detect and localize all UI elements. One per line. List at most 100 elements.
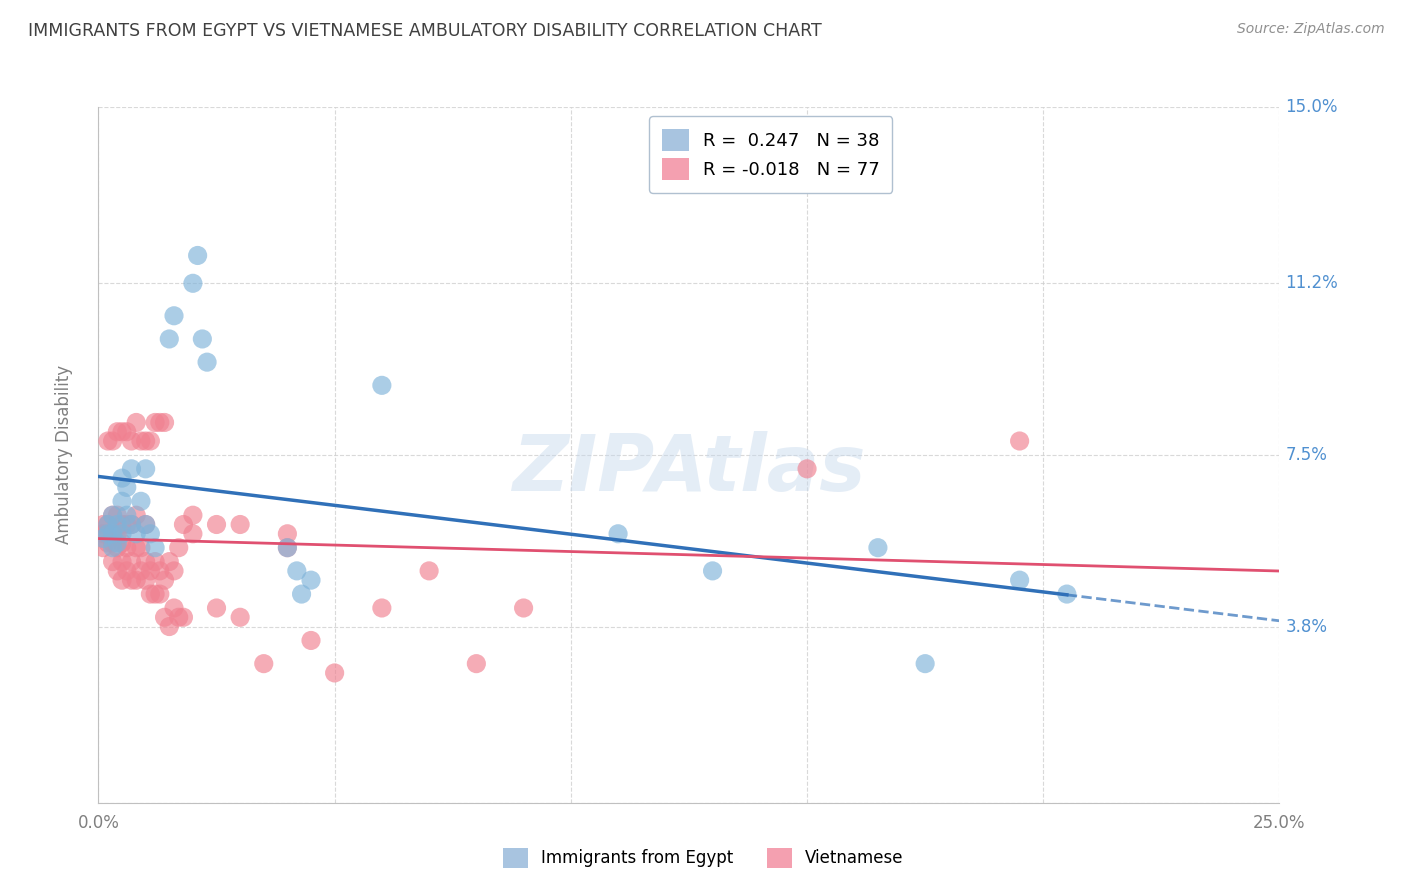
Point: [125, 416, 148, 430]
Text: 7.5%: 7.5%: [1285, 446, 1327, 464]
Point: [115, 425, 138, 439]
Point: [121, 517, 143, 532]
Text: 15.0%: 15.0%: [1285, 98, 1339, 116]
Point: [285, 564, 308, 578]
Point: [121, 462, 143, 476]
Point: [97, 526, 120, 541]
Point: [276, 526, 298, 541]
Point: [125, 508, 148, 523]
Point: [111, 471, 134, 485]
Point: [153, 416, 176, 430]
Point: [299, 633, 322, 648]
Point: [111, 536, 134, 550]
Text: 11.2%: 11.2%: [1285, 275, 1339, 293]
Point: [135, 434, 157, 448]
Point: [181, 526, 204, 541]
Text: Source: ZipAtlas.com: Source: ZipAtlas.com: [1237, 22, 1385, 37]
Point: [195, 355, 218, 369]
Point: [229, 610, 252, 624]
Point: [157, 619, 180, 633]
Point: [866, 541, 889, 555]
Point: [101, 434, 124, 448]
Point: [205, 517, 228, 532]
Point: [143, 587, 166, 601]
Point: [167, 541, 190, 555]
Point: [91, 532, 114, 546]
Point: [157, 332, 180, 346]
Point: [115, 564, 138, 578]
Point: [153, 610, 176, 624]
Point: [105, 508, 128, 523]
Point: [139, 564, 162, 578]
Point: [105, 541, 128, 555]
Point: [1056, 587, 1078, 601]
Point: [229, 517, 252, 532]
Point: [181, 277, 204, 291]
Point: [465, 657, 488, 671]
Point: [205, 601, 228, 615]
Point: [290, 587, 312, 601]
Point: [172, 610, 194, 624]
Point: [105, 536, 128, 550]
Point: [111, 425, 134, 439]
Point: [115, 508, 138, 523]
Y-axis label: Ambulatory Disability: Ambulatory Disability: [55, 366, 73, 544]
Point: [97, 434, 120, 448]
Point: [97, 517, 120, 532]
Point: [101, 526, 124, 541]
Point: [1008, 573, 1031, 587]
Point: [143, 416, 166, 430]
Point: [101, 508, 124, 523]
Point: [97, 526, 120, 541]
Point: [135, 555, 157, 569]
Point: [121, 434, 143, 448]
Point: [153, 573, 176, 587]
Point: [111, 573, 134, 587]
Point: [163, 309, 186, 323]
Point: [143, 541, 166, 555]
Point: [191, 332, 214, 346]
Point: [129, 564, 152, 578]
Point: [111, 517, 134, 532]
Point: [115, 517, 138, 532]
Point: [139, 434, 162, 448]
Point: [276, 541, 298, 555]
Point: [276, 541, 298, 555]
Point: [371, 601, 394, 615]
Point: [129, 541, 152, 555]
Point: [135, 573, 157, 587]
Point: [101, 555, 124, 569]
Point: [129, 494, 152, 508]
Point: [607, 526, 630, 541]
Point: [157, 555, 180, 569]
Point: [111, 555, 134, 569]
Point: [149, 564, 172, 578]
Point: [101, 536, 124, 550]
Point: [163, 564, 186, 578]
Point: [129, 434, 152, 448]
Text: IMMIGRANTS FROM EGYPT VS VIETNAMESE AMBULATORY DISABILITY CORRELATION CHART: IMMIGRANTS FROM EGYPT VS VIETNAMESE AMBU…: [28, 22, 823, 40]
Point: [121, 555, 143, 569]
Point: [1008, 434, 1031, 448]
Point: [139, 526, 162, 541]
Point: [121, 517, 143, 532]
Point: [105, 425, 128, 439]
Point: [323, 665, 346, 680]
Point: [172, 517, 194, 532]
Point: [418, 564, 440, 578]
Point: [149, 587, 172, 601]
Point: [149, 416, 172, 430]
Point: [101, 541, 124, 555]
Point: [135, 517, 157, 532]
Point: [91, 517, 114, 532]
Point: [167, 610, 190, 624]
Point: [163, 601, 186, 615]
Text: ZIPAtlas: ZIPAtlas: [512, 431, 866, 507]
Point: [135, 462, 157, 476]
Point: [253, 657, 276, 671]
Point: [105, 526, 128, 541]
Point: [111, 526, 134, 541]
Point: [97, 536, 120, 550]
Point: [125, 541, 148, 555]
Point: [121, 573, 143, 587]
